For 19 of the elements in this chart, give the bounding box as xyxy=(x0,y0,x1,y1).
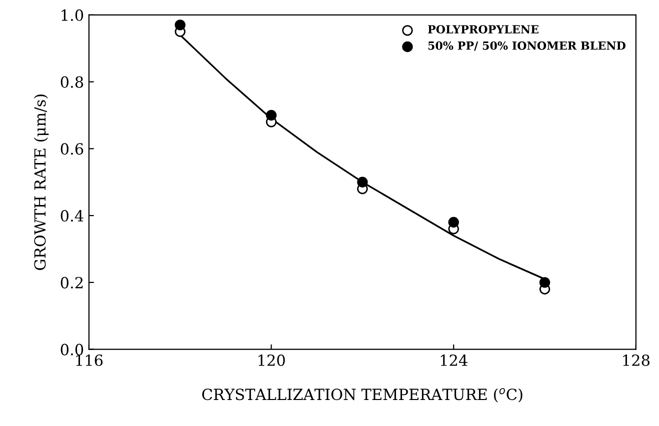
legend-label: POLYPROPYLENE xyxy=(428,25,538,34)
point xyxy=(174,20,186,30)
y-axis-title: GROWTH RATE (μm/s) xyxy=(34,94,49,270)
x-tick-label: 124 xyxy=(440,354,468,366)
point xyxy=(448,216,459,228)
point xyxy=(266,110,277,121)
y-tick-label: 0.4 xyxy=(60,210,84,222)
x-axis-title: CRYSTALLIZATION TEMPERATURE ($^{o}$C) xyxy=(202,388,522,402)
x-tick-label: 120 xyxy=(258,354,285,366)
legend-label: 50% PP/ 50% IONOMER BLEND xyxy=(428,41,626,51)
x-tick-label: 116 xyxy=(76,354,103,366)
point xyxy=(539,277,550,288)
y-tick-label: 0.2 xyxy=(60,276,83,288)
x-tick-label: 128 xyxy=(623,354,650,366)
y-tick-label: 1.0 xyxy=(62,9,84,21)
y-tick-label: 0.8 xyxy=(60,76,84,88)
point xyxy=(357,176,368,188)
y-tick-label: 0.6 xyxy=(60,143,84,155)
y-tick-label: 0.0 xyxy=(60,344,84,356)
